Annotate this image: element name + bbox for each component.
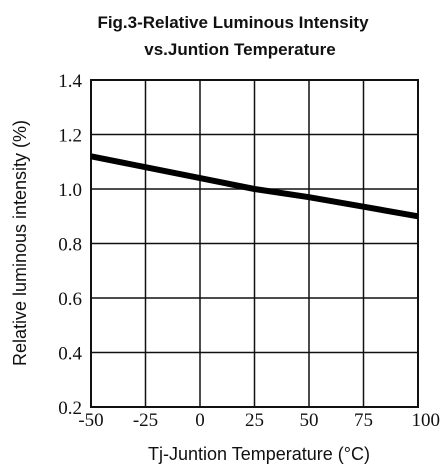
- chart-title-line1: Fig.3-Relative Luminous Intensity: [97, 13, 369, 32]
- series-group: [90, 153, 419, 220]
- y-tick-label: 1.0: [58, 180, 82, 201]
- grid-lines: [90, 79, 419, 408]
- x-tick-label: 0: [195, 410, 205, 431]
- y-tick-label: 1.2: [58, 126, 82, 147]
- x-tick-label: -50: [78, 410, 103, 431]
- x-tick-label: 25: [245, 410, 264, 431]
- y-tick-label: 0.4: [58, 344, 82, 365]
- y-tick-labels: 0.2 0.4 0.6 0.8 1.0 1.2 1.4: [58, 71, 82, 419]
- plot-frame: [90, 79, 419, 408]
- y-axis-label: Relative luminous intensity (%): [10, 120, 30, 366]
- y-tick-label: 1.4: [58, 71, 82, 92]
- y-tick-label: 0.2: [58, 398, 82, 419]
- x-tick-label: 50: [300, 410, 319, 431]
- x-tick-label: 100: [412, 410, 441, 431]
- series-line-0: [90, 153, 419, 220]
- x-tick-label: 75: [354, 410, 373, 431]
- y-tick-label: 0.8: [58, 235, 82, 256]
- y-tick-label: 0.6: [58, 289, 82, 310]
- x-axis-label: Tj-Juntion Temperature (°C): [148, 444, 370, 464]
- chart-title-line2: vs.Juntion Temperature: [144, 40, 335, 59]
- x-tick-label: -25: [133, 410, 158, 431]
- x-tick-labels: -50 -25 0 25 50 75 100: [78, 410, 440, 431]
